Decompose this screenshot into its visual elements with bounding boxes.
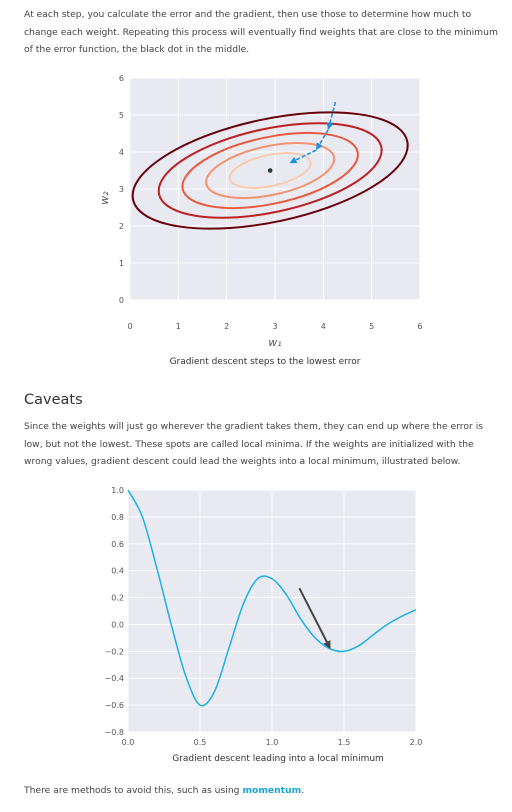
contour-level	[157, 122, 383, 219]
y-axis-label: w₂	[98, 191, 111, 205]
y-tick-label: 0.2	[111, 594, 124, 603]
y-tick-label: 5	[119, 111, 124, 120]
caveats-heading: Caveats	[24, 392, 83, 408]
outro-paragraph: There are methods to avoid this, such as…	[24, 782, 502, 800]
contour-caption: Gradient descent steps to the lowest err…	[169, 357, 361, 367]
y-tick-label: −0.6	[105, 701, 124, 710]
x-tick-label: 3	[272, 322, 277, 331]
outro-period: .	[301, 785, 305, 796]
intro-paragraph: At each step, you calculate the error an…	[24, 9, 498, 55]
line-grid	[127, 489, 417, 733]
y-tick-label: 0.0	[111, 620, 124, 629]
descent-arrow	[298, 587, 331, 650]
caveats-paragraph: Since the weights will just go wherever …	[24, 421, 484, 467]
x-tick-label: 2	[224, 322, 229, 331]
y-tick-label: 2	[119, 222, 124, 231]
descent-step	[327, 101, 337, 131]
y-tick-label: 6	[119, 74, 124, 83]
x-axis-label: w₁	[268, 336, 281, 349]
y-tick-label: −0.4	[105, 674, 124, 683]
x-tick-label: 0	[127, 322, 132, 331]
local-minimum-caption: Gradient descent leading into a local mi…	[172, 754, 384, 764]
contour-level	[205, 142, 336, 199]
x-tick-label: 4	[321, 322, 326, 331]
y-tick-label: 0	[119, 296, 124, 305]
line-tick-labels: 0.0 0.5 1.0 1.5 2.0 −0.8 −0.6 −0.4 −0.2 0.0 0.2 0.4…	[105, 486, 423, 747]
x-tick-label: 5	[369, 322, 374, 331]
descent-steps	[289, 101, 337, 164]
y-tick-label: −0.2	[105, 647, 124, 656]
contour-grid	[129, 77, 421, 301]
contour-level	[181, 131, 359, 210]
y-tick-label: 0.6	[111, 540, 124, 549]
x-tick-label: 2.0	[410, 738, 423, 747]
y-tick-label: 0.4	[111, 567, 124, 576]
contour-level	[131, 111, 409, 230]
descent-step-arrowhead	[289, 156, 298, 164]
y-tick-label: 1	[119, 259, 124, 268]
y-tick-label: −0.8	[105, 728, 124, 737]
x-tick-label: 6	[417, 322, 422, 331]
descent-step-arrowhead	[326, 122, 334, 130]
outro-text: There are methods to avoid this, such as…	[24, 785, 243, 796]
contour-plot: 0 1 2 3 4 5 6 0 1 2 3 4 5 6 w₁ w₂	[98, 74, 423, 349]
contour-level	[228, 152, 312, 189]
x-tick-label: 1.5	[338, 738, 351, 747]
x-tick-label: 0.0	[122, 738, 135, 747]
local-minimum-chart: 0.0 0.5 1.0 1.5 2.0 −0.8 −0.6 −0.4 −0.2 0.0 0.2 0.4…	[105, 486, 423, 747]
descent-step-arrowhead	[316, 142, 323, 151]
x-tick-label: 0.5	[194, 738, 207, 747]
error-curve	[127, 489, 417, 707]
y-tick-label: 4	[119, 148, 124, 157]
x-tick-label: 1.0	[266, 738, 279, 747]
momentum-link[interactable]: momentum	[242, 785, 302, 796]
x-tick-label: 1	[176, 322, 181, 331]
y-tick-label: 1.0	[111, 486, 124, 495]
contour-lines	[131, 111, 409, 230]
y-tick-label: 0.8	[111, 513, 124, 522]
error-minimum-dot	[267, 168, 273, 173]
y-tick-label: 3	[119, 185, 124, 194]
contour-tick-labels: 0 1 2 3 4 5 6 0 1 2 3 4 5 6	[119, 74, 423, 331]
